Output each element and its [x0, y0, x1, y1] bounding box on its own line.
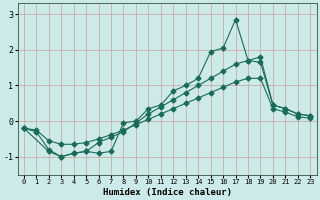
X-axis label: Humidex (Indice chaleur): Humidex (Indice chaleur)	[103, 188, 232, 197]
